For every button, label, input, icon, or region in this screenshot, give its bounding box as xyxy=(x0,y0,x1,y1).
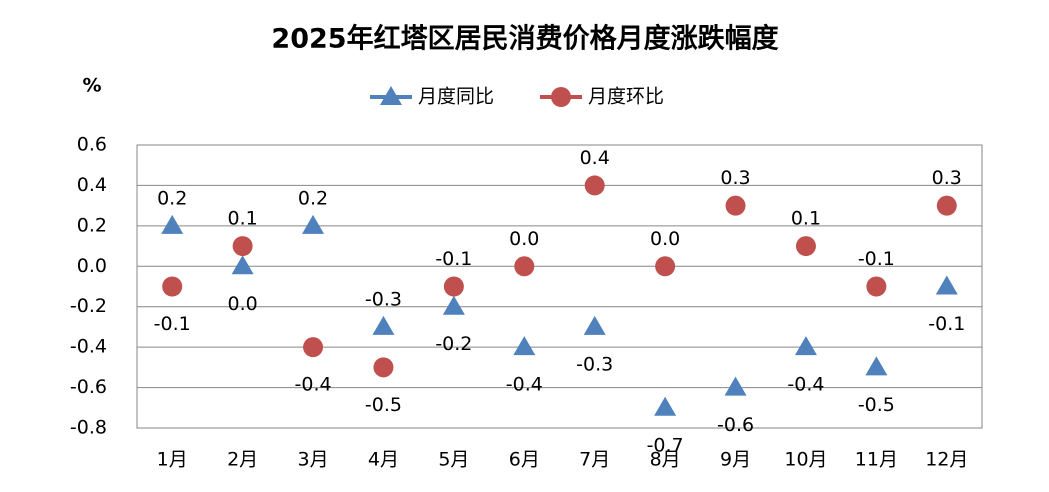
data-label: -0.4 xyxy=(787,374,824,396)
marker xyxy=(935,275,958,295)
marker xyxy=(866,276,887,297)
marker xyxy=(161,214,184,234)
marker xyxy=(725,195,746,216)
y-tick-label: -0.2 xyxy=(70,295,107,317)
data-label: -0.1 xyxy=(858,248,895,270)
marker xyxy=(231,255,254,275)
marker xyxy=(372,315,395,335)
marker xyxy=(303,337,324,358)
data-label: -0.6 xyxy=(717,414,754,436)
data-label: -0.1 xyxy=(928,313,965,335)
x-tick-label: 8月 xyxy=(650,449,681,471)
data-label: -0.3 xyxy=(365,288,402,310)
x-tick-label: 2月 xyxy=(227,449,258,471)
marker xyxy=(232,236,253,257)
marker xyxy=(442,295,465,315)
data-label: 0.3 xyxy=(932,167,962,189)
marker xyxy=(513,336,536,356)
marker xyxy=(865,356,888,376)
marker xyxy=(584,175,605,196)
marker xyxy=(443,276,464,297)
x-tick-label: 12月 xyxy=(925,449,968,471)
x-tick-label: 9月 xyxy=(720,449,751,471)
x-tick-label: 5月 xyxy=(438,449,469,471)
y-axis-unit: % xyxy=(82,75,101,97)
marker xyxy=(655,256,676,277)
data-label: -0.4 xyxy=(295,374,332,396)
marker xyxy=(373,357,394,378)
data-label: -0.1 xyxy=(435,248,472,270)
y-tick-label: -0.8 xyxy=(70,417,107,439)
data-label: 0.0 xyxy=(509,228,539,250)
chart-title: 2025年红塔区居民消费价格月度涨跌幅度 xyxy=(271,23,778,55)
data-label: -0.5 xyxy=(858,394,895,416)
y-tick-label: -0.4 xyxy=(70,336,107,358)
data-label: -0.3 xyxy=(576,353,613,375)
plot-border xyxy=(136,144,983,429)
data-label: -0.5 xyxy=(365,394,402,416)
marker xyxy=(654,396,677,416)
data-label: -0.7 xyxy=(647,434,684,456)
x-tick-label: 11月 xyxy=(855,449,898,471)
y-tick-label: 0.2 xyxy=(77,214,107,236)
y-tick-label: 0.0 xyxy=(77,255,107,277)
data-label: 0.3 xyxy=(720,167,750,189)
marker xyxy=(380,86,402,105)
data-label: -0.2 xyxy=(435,333,472,355)
marker xyxy=(795,236,816,257)
data-label: 0.2 xyxy=(157,187,187,209)
marker xyxy=(583,315,606,335)
x-tick-label: 7月 xyxy=(579,449,610,471)
data-label: 0.0 xyxy=(650,228,680,250)
x-tick-label: 1月 xyxy=(157,449,188,471)
marker xyxy=(724,376,747,396)
marker xyxy=(794,336,817,356)
y-tick-label: 0.6 xyxy=(77,134,107,156)
y-tick-label: 0.4 xyxy=(77,174,107,196)
marker xyxy=(302,214,325,234)
data-label: 0.1 xyxy=(228,208,258,230)
x-tick-label: 3月 xyxy=(297,449,328,471)
data-label: 0.0 xyxy=(228,293,258,315)
y-tick-label: -0.6 xyxy=(70,376,107,398)
x-tick-label: 4月 xyxy=(368,449,399,471)
legend-label: 月度同比 xyxy=(418,86,494,108)
legend-label: 月度环比 xyxy=(588,86,664,108)
x-tick-label: 10月 xyxy=(784,449,827,471)
data-label: 0.4 xyxy=(580,147,610,169)
x-tick-label: 6月 xyxy=(509,449,540,471)
marker xyxy=(514,256,535,277)
marker xyxy=(551,87,571,107)
data-label: -0.1 xyxy=(154,313,191,335)
data-label: 0.2 xyxy=(298,187,328,209)
data-label: 0.1 xyxy=(791,208,821,230)
marker xyxy=(936,195,957,216)
marker xyxy=(162,276,183,297)
data-label: -0.4 xyxy=(506,374,543,396)
